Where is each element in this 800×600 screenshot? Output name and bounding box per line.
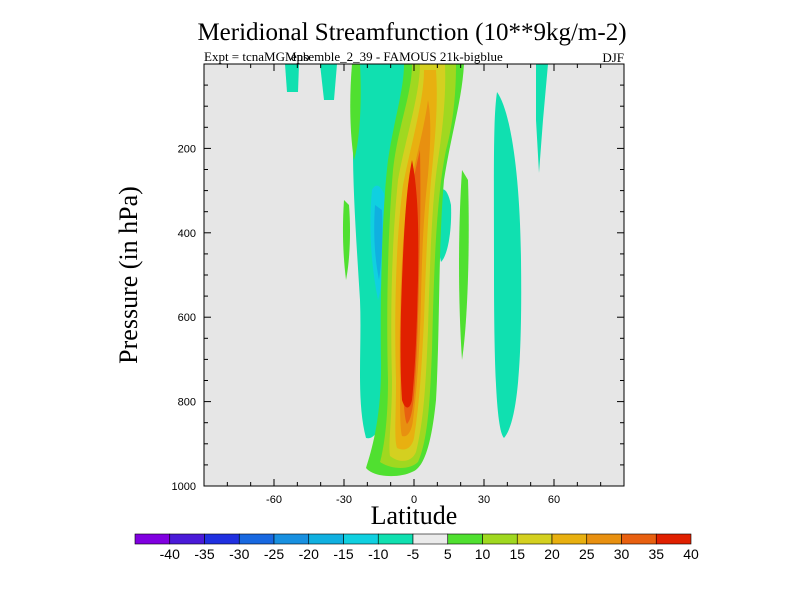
chart-subtitle-left: Expt = tcnaMGMpb [204, 49, 310, 64]
y-tick-label: 200 [178, 143, 196, 155]
colorbar-swatch [169, 533, 205, 545]
colorbar-swatch [308, 533, 344, 545]
y-tick-label: 600 [178, 312, 196, 324]
colorbar-swatch [447, 533, 483, 545]
colorbar: -40 -35 -30 -25 -20 -15 -10 -5 5 10 15 20 25 30 35 40 [134, 533, 699, 562]
colorbar-swatch [134, 533, 171, 545]
colorbar-label: -40 [160, 546, 180, 562]
colorbar-label: -35 [194, 546, 214, 562]
colorbar-label: 30 [614, 546, 630, 562]
colorbar-label: -15 [333, 546, 353, 562]
contour-region [350, 64, 361, 160]
colorbar-swatch [204, 533, 240, 545]
contour-region [536, 64, 548, 173]
colorbar-swatch [238, 533, 275, 545]
contour-region [285, 64, 299, 92]
y-axis: 200 400 600 800 1000 [172, 63, 624, 493]
colorbar-label: -5 [407, 546, 420, 562]
colorbar-label: -20 [299, 546, 319, 562]
x-axis-label: Latitude [371, 501, 458, 530]
colorbar-label: 10 [475, 546, 491, 562]
colorbar-label: 5 [444, 546, 452, 562]
contour-region [342, 200, 350, 280]
chart-season-label: DJF [602, 50, 624, 65]
colorbar-label: -10 [368, 546, 388, 562]
colorbar-swatch [482, 533, 518, 545]
x-tick-label: -60 [266, 494, 282, 506]
colorbar-label: -30 [229, 546, 249, 562]
x-tick-label: 30 [478, 494, 490, 506]
contour-region [374, 205, 383, 280]
colorbar-label: 25 [579, 546, 595, 562]
x-tick-label: 0 [411, 494, 417, 506]
x-tick-label: -30 [336, 494, 352, 506]
contour-region [459, 170, 469, 360]
x-tick-label: 60 [548, 494, 560, 506]
colorbar-swatch [343, 533, 379, 545]
y-tick-label: 1000 [172, 481, 196, 493]
colorbar-swatch [621, 533, 657, 545]
y-tick-label: 400 [178, 228, 196, 240]
colorbar-label: 20 [544, 546, 560, 562]
colorbar-swatch [551, 533, 588, 545]
colorbar-label: -25 [264, 546, 284, 562]
colorbar-swatch [586, 533, 622, 545]
colorbar-label: 40 [683, 546, 699, 562]
colorbar-swatch [655, 533, 692, 545]
chart-subtitle-overlap: ensemble_2_39 - FAMOUS 21k-bigblue [291, 49, 503, 64]
x-axis: -60 -30 0 30 60 [203, 64, 625, 506]
colorbar-swatch [377, 533, 414, 545]
colorbar-swatch [412, 533, 449, 545]
contour-region [320, 64, 337, 100]
colorbar-label: 15 [509, 546, 525, 562]
contour-region [493, 92, 522, 438]
contour-region [400, 160, 419, 408]
colorbar-swatch [516, 533, 553, 545]
y-tick-label: 800 [178, 397, 196, 409]
colorbar-label: 35 [648, 546, 664, 562]
chart-title: Meridional Streamfunction (10**9kg/m-2) [197, 19, 626, 46]
colorbar-swatch [273, 533, 310, 545]
y-axis-label: Pressure (in hPa) [114, 186, 143, 364]
